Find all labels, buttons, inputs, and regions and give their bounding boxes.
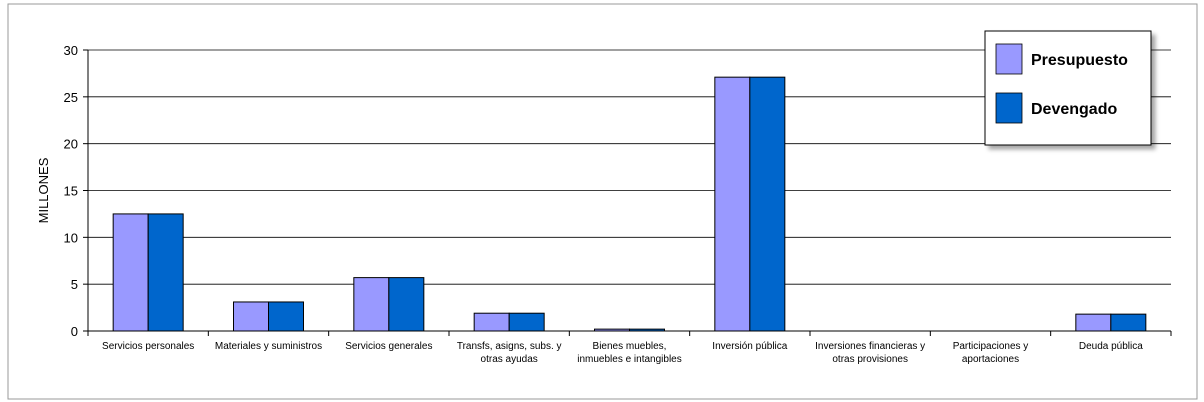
- x-tick-label: Bienes muebles,: [593, 341, 667, 352]
- bar-presupuesto: [714, 76, 751, 332]
- y-tick-label: 20: [64, 137, 78, 152]
- bar-devengado: [508, 312, 545, 332]
- x-tick-label: otras provisiones: [832, 354, 908, 365]
- x-tick-label: Materiales y suministros: [215, 341, 322, 352]
- legend-swatch-devengado: [995, 92, 1023, 124]
- y-tick-label: 30: [64, 43, 78, 58]
- bar-presupuesto: [473, 312, 510, 332]
- y-tick-label: 0: [71, 324, 78, 339]
- y-tick-label: 5: [71, 277, 78, 292]
- bar-presupuesto: [112, 213, 149, 332]
- y-tick-label: 15: [64, 184, 78, 199]
- legend-label-devengado: Devengado: [1031, 101, 1117, 118]
- bar-devengado: [1110, 313, 1147, 332]
- bar-presupuesto: [1075, 313, 1112, 332]
- x-tick-label: Servicios personales: [102, 341, 194, 352]
- x-tick-label: aportaciones: [962, 354, 1019, 365]
- x-tick-label: Participaciones y: [953, 341, 1029, 352]
- x-tick-label: Transfs, asigns, subs. y: [457, 341, 562, 352]
- y-tick-label: 25: [64, 90, 78, 105]
- x-tick-label: inmuebles e intangibles: [577, 354, 682, 365]
- bar-devengado: [749, 76, 786, 332]
- x-tick-label: Deuda pública: [1079, 341, 1143, 352]
- legend-swatch-presupuesto: [995, 43, 1023, 75]
- bar-devengado: [388, 277, 425, 332]
- bar-presupuesto: [353, 277, 390, 332]
- bar-devengado: [147, 213, 184, 332]
- x-tick-label: Servicios generales: [345, 341, 432, 352]
- y-axis-title: MILLONES: [36, 157, 51, 223]
- x-tick-label: Inversiones financieras y: [815, 341, 925, 352]
- y-tick-label: 10: [64, 230, 78, 245]
- bar-presupuesto: [233, 301, 269, 332]
- x-tick-label: Inversión pública: [712, 341, 787, 352]
- x-tick-label: otras ayudas: [481, 354, 538, 365]
- bar-devengado: [268, 301, 304, 332]
- legend-label-presupuesto: Presupuesto: [1031, 52, 1128, 69]
